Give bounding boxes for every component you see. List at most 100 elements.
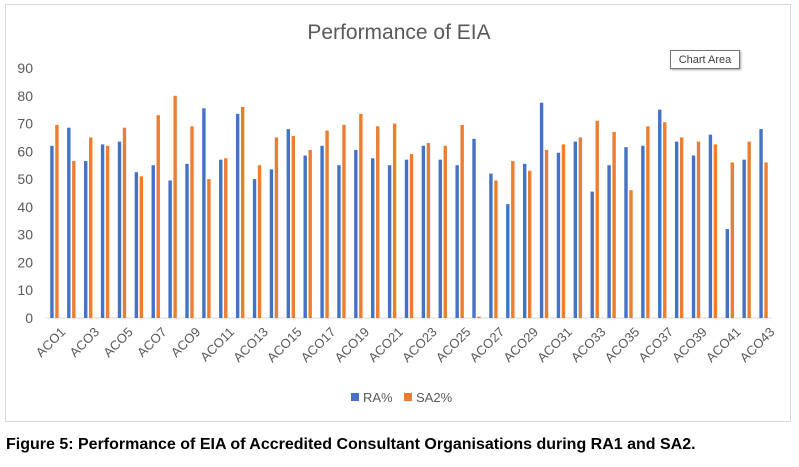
- bar-ra-aco13: [252, 179, 257, 318]
- bar-ra-aco39: [691, 155, 696, 318]
- bar-sa2-aco29: [527, 170, 532, 318]
- bar-sa2-aco37: [663, 122, 667, 318]
- bar-sa2-aco17: [325, 130, 329, 318]
- y-tick-label: 80: [17, 88, 33, 104]
- bar-sa2-aco6: [139, 176, 144, 318]
- bar-sa2-aco8: [173, 95, 177, 318]
- bar-ra-aco40: [708, 134, 713, 318]
- bar-sa2-aco40: [713, 144, 718, 318]
- y-axis-ticks: 0 10 20 30 40 50 60 70 80 90: [17, 60, 33, 326]
- x-tick-label: ACO43: [737, 324, 778, 365]
- bar-ra-aco15: [286, 129, 291, 318]
- bar-sa2-aco43: [764, 162, 768, 318]
- bar-ra-aco33: [590, 191, 594, 318]
- y-tick-label: 20: [17, 254, 33, 270]
- y-tick-label: 50: [17, 171, 33, 187]
- bar-ra-aco14: [269, 169, 274, 318]
- bar-ra-aco23: [421, 145, 426, 318]
- bars: [50, 95, 768, 318]
- bar-sa2-aco26: [477, 316, 481, 318]
- bar-ra-aco21: [387, 165, 392, 318]
- bar-sa2-aco9: [190, 126, 194, 318]
- bar-ra-aco10: [202, 108, 206, 318]
- bar-sa2-aco19: [359, 113, 363, 318]
- bar-sa2-aco32: [578, 137, 583, 318]
- bar-sa2-aco13: [257, 165, 262, 318]
- bar-sa2-aco27: [494, 180, 498, 318]
- bar-ra-aco17: [320, 145, 324, 318]
- x-tick-label: ACO23: [399, 324, 440, 365]
- bar-sa2-aco5: [122, 127, 127, 318]
- x-tick-label: ACO15: [264, 324, 305, 365]
- bar-ra-aco7: [151, 165, 155, 318]
- legend-swatch-sa2: [404, 393, 412, 401]
- x-tick-label: ACO37: [635, 324, 676, 365]
- y-tick-label: 0: [25, 310, 33, 326]
- x-tick-label: ACO41: [703, 324, 744, 365]
- bar-sa2-aco1: [55, 124, 59, 318]
- bar-sa2-aco31: [561, 144, 566, 318]
- bar-ra-aco30: [539, 102, 544, 318]
- x-axis-ticks: ACO1ACO3ACO5ACO7ACO9ACO11ACO13ACO15ACO17…: [33, 324, 778, 365]
- bar-sa2-aco16: [308, 149, 312, 318]
- bar-ra-aco41: [725, 229, 729, 318]
- x-tick-label: ACO13: [230, 324, 271, 365]
- x-tick-label: ACO33: [568, 324, 609, 365]
- bar-ra-aco24: [438, 159, 442, 318]
- x-tick-label: ACO11: [197, 324, 237, 364]
- bar-sa2-aco30: [544, 149, 549, 318]
- bar-ra-aco38: [674, 141, 679, 318]
- y-tick-label: 30: [17, 227, 33, 243]
- x-tick-label: ACO29: [500, 324, 541, 365]
- bar-ra-aco8: [168, 180, 172, 318]
- bar-ra-aco18: [337, 165, 341, 318]
- bar-ra-aco22: [404, 159, 409, 318]
- chart-area-tooltip: Chart Area: [670, 50, 740, 69]
- bar-sa2-aco41: [730, 162, 734, 318]
- bar-sa2-aco12: [240, 106, 245, 318]
- bar-ra-aco4: [100, 144, 105, 318]
- x-tick-label: ACO17: [298, 324, 339, 365]
- bar-ra-aco35: [624, 147, 628, 318]
- bar-ra-aco12: [235, 113, 240, 318]
- bar-ra-aco6: [134, 172, 139, 318]
- bar-sa2-aco18: [342, 124, 346, 318]
- x-tick-label: ACO5: [100, 324, 136, 360]
- bar-sa2-aco25: [460, 124, 464, 318]
- y-tick-label: 60: [17, 143, 33, 159]
- bar-ra-aco26: [472, 138, 476, 318]
- bar-ra-aco2: [67, 127, 71, 318]
- bar-sa2-aco36: [646, 126, 650, 318]
- bar-ra-aco31: [556, 152, 561, 318]
- bar-sa2-aco33: [595, 120, 599, 318]
- figure-caption: Figure 5: Performance of EIA of Accredit…: [6, 436, 696, 453]
- bar-sa2-aco28: [511, 161, 515, 318]
- legend: RA% SA2%: [351, 390, 453, 405]
- chart-title: Performance of EIA: [307, 21, 490, 44]
- x-tick-label: ACO39: [669, 324, 710, 365]
- x-tick-label: ACO21: [365, 324, 406, 365]
- bar-sa2-aco4: [105, 145, 110, 318]
- y-tick-label: 70: [17, 116, 33, 132]
- bar-ra-aco20: [371, 158, 375, 318]
- bar-sa2-aco11: [224, 158, 228, 318]
- bar-sa2-aco42: [747, 141, 751, 318]
- bar-ra-aco43: [759, 129, 763, 318]
- bar-ra-aco42: [742, 159, 746, 318]
- bar-sa2-aco24: [443, 145, 447, 318]
- bar-sa2-aco21: [392, 123, 397, 318]
- x-tick-label: ACO1: [33, 324, 69, 360]
- legend-label-ra: RA%: [363, 390, 393, 405]
- legend-label-sa2: SA2%: [416, 390, 453, 405]
- x-tick-label: ACO19: [331, 324, 372, 365]
- y-tick-label: 90: [17, 60, 33, 76]
- bar-ra-aco9: [185, 163, 189, 318]
- y-tick-label: 10: [17, 282, 33, 298]
- bar-sa2-aco23: [426, 143, 431, 318]
- x-tick-label: ACO35: [602, 324, 643, 365]
- bar-ra-aco34: [607, 165, 611, 318]
- bar-chart: Performance of EIA 0 10 20 30 40 50 60 70 80 90 A…: [17, 21, 778, 405]
- bar-sa2-aco38: [679, 137, 684, 318]
- bar-ra-aco37: [658, 109, 662, 318]
- legend-swatch-ra: [351, 393, 359, 401]
